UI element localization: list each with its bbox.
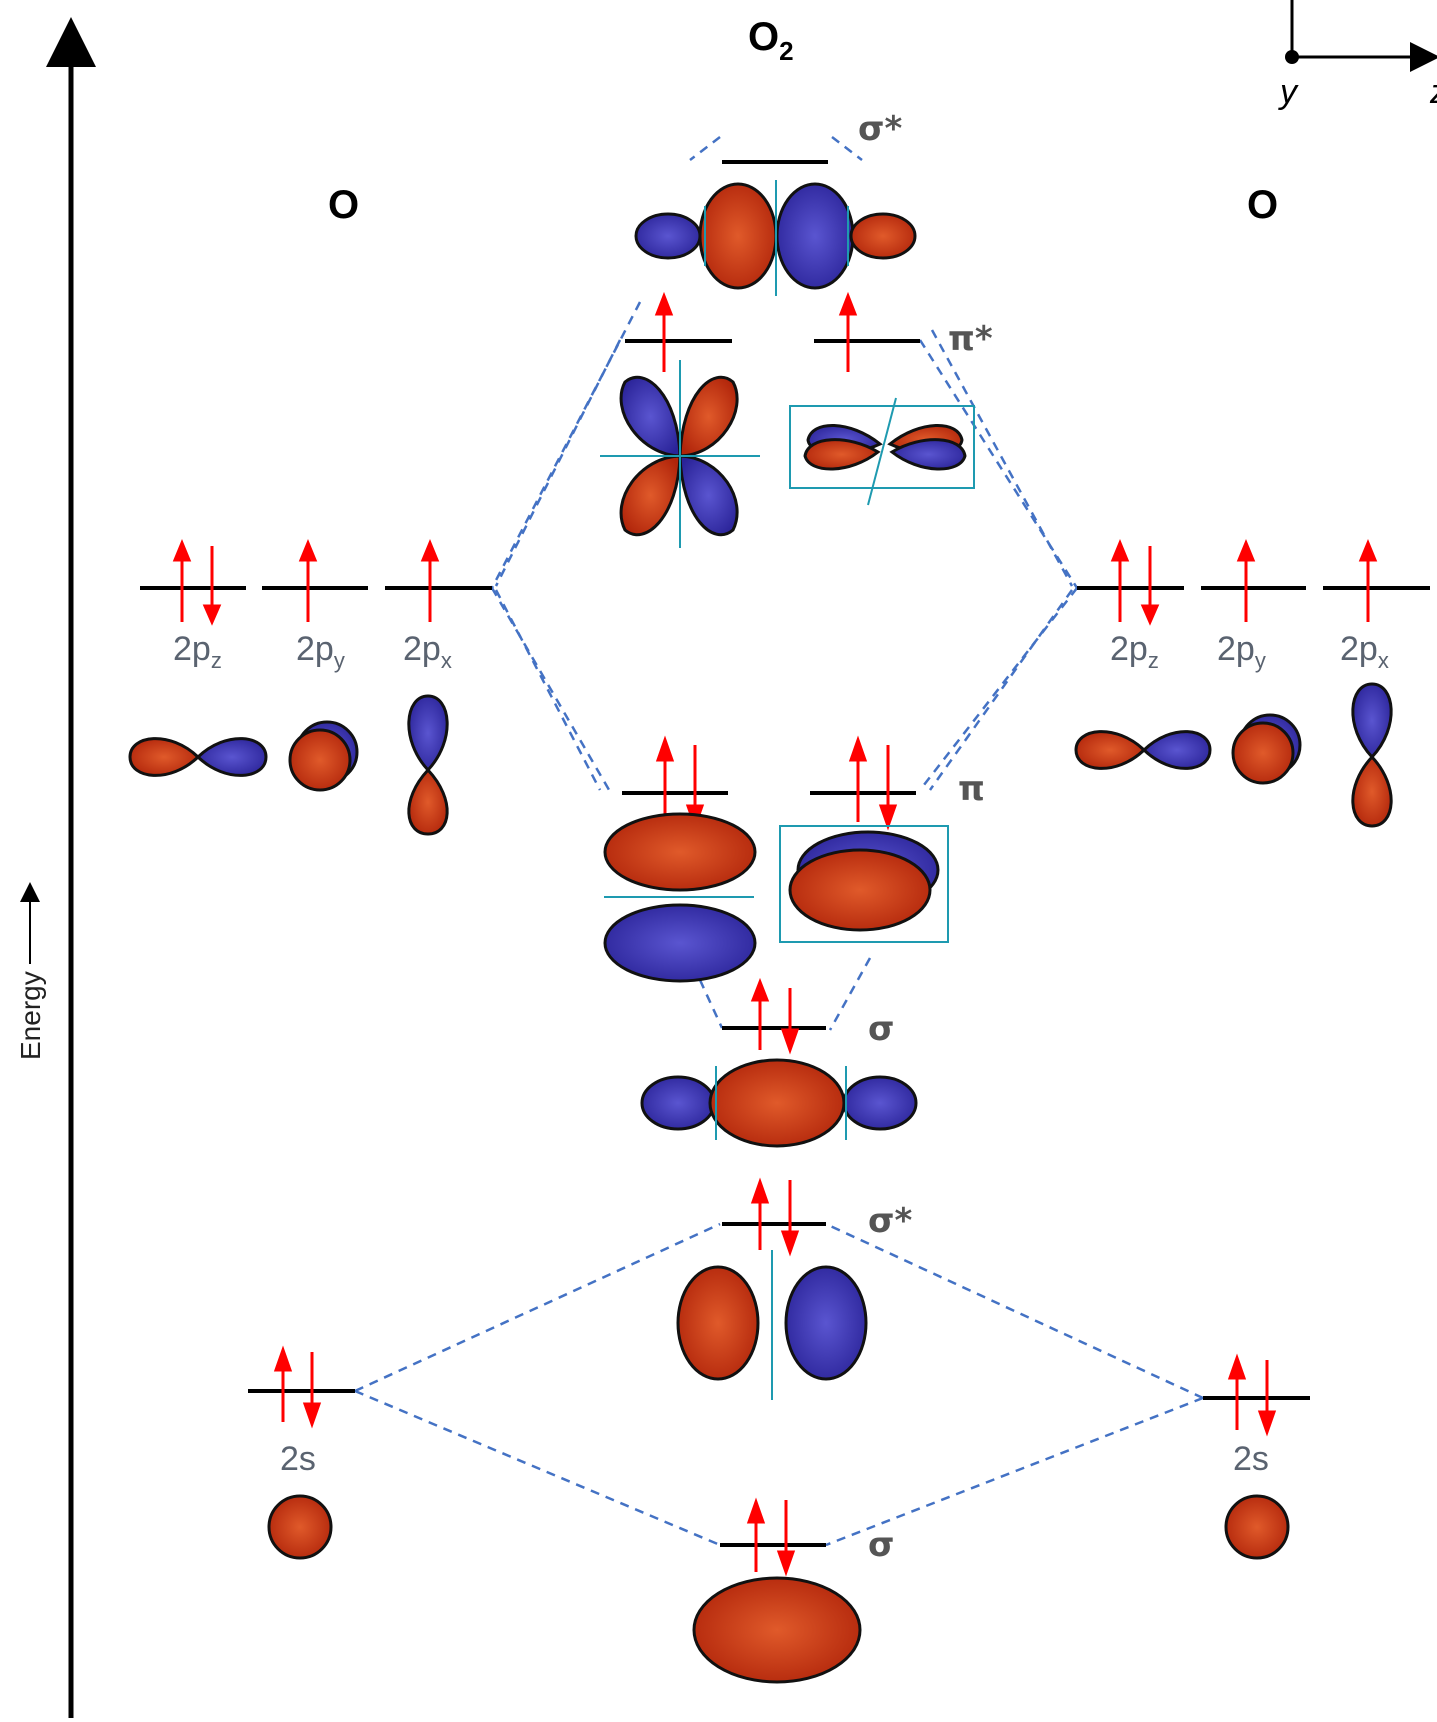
pi-2p-orbital-stack (603, 812, 757, 983)
right-px-orbital (1351, 682, 1393, 828)
right-2py-label: 2py (1217, 630, 1266, 673)
energy-axis-label: Energy (15, 882, 46, 1060)
sigma-2s-electrons (746, 1497, 796, 1577)
sigma-2p-label: σ (868, 1009, 894, 1049)
sigma-star-2s-orbital (676, 1250, 868, 1400)
left-py-orbital (288, 720, 359, 792)
coordinate-axes: y z (1278, 0, 1437, 111)
left-2pz-label: 2pz (173, 630, 222, 673)
left-2s-orbital (267, 1494, 333, 1560)
left-pz-orbital (128, 737, 268, 777)
left-px-orbital (407, 694, 449, 836)
left-2py-label: 2py (296, 630, 345, 673)
sigma-star-2s-label: σ* (868, 1201, 912, 1241)
correlation-lines (354, 136, 1204, 1547)
y-axis-label: y (1278, 73, 1299, 111)
sigma-2p-electrons (750, 977, 800, 1055)
sigma-2p-orbital (640, 1058, 918, 1148)
left-2px-label: 2px (403, 630, 452, 673)
z-axis-label: z (1429, 73, 1437, 111)
sigma-star-2s-electrons (750, 1177, 800, 1257)
pi-star-2p-label: π* (948, 319, 993, 359)
right-2px-label: 2px (1340, 630, 1389, 673)
sigma-star-2p-orbital (634, 180, 917, 296)
pi-star-2p-orbital-clover (600, 360, 760, 548)
y-axis-dot (1285, 50, 1299, 64)
right-2s-electrons (1227, 1353, 1277, 1437)
pi-2p-orbital-box (779, 825, 949, 943)
pi-star-2p-electrons (654, 291, 858, 372)
right-2s-orbital (1224, 1494, 1290, 1560)
right-pz-orbital (1074, 730, 1212, 770)
pi-2p-label: π (958, 769, 985, 809)
pi-star-2p-orbital-box (789, 397, 975, 506)
atom-right-label: O (1247, 183, 1278, 227)
atom-left-label: O (328, 183, 359, 227)
molecule-title: O2 (748, 15, 794, 66)
energy-label: Energy (15, 971, 46, 1060)
right-2s-label: 2s (1233, 1440, 1269, 1478)
right-py-orbital (1231, 713, 1302, 785)
sigma-2s-label: σ (868, 1525, 894, 1565)
left-2p-electrons (172, 539, 440, 626)
right-2p-electrons (1110, 539, 1378, 626)
left-2s-electrons (273, 1345, 322, 1429)
left-2s-label: 2s (280, 1440, 316, 1478)
sigma-2s-orbital (692, 1576, 862, 1684)
right-2pz-label: 2pz (1110, 630, 1159, 673)
sigma-star-2p-label: σ* (858, 109, 902, 149)
